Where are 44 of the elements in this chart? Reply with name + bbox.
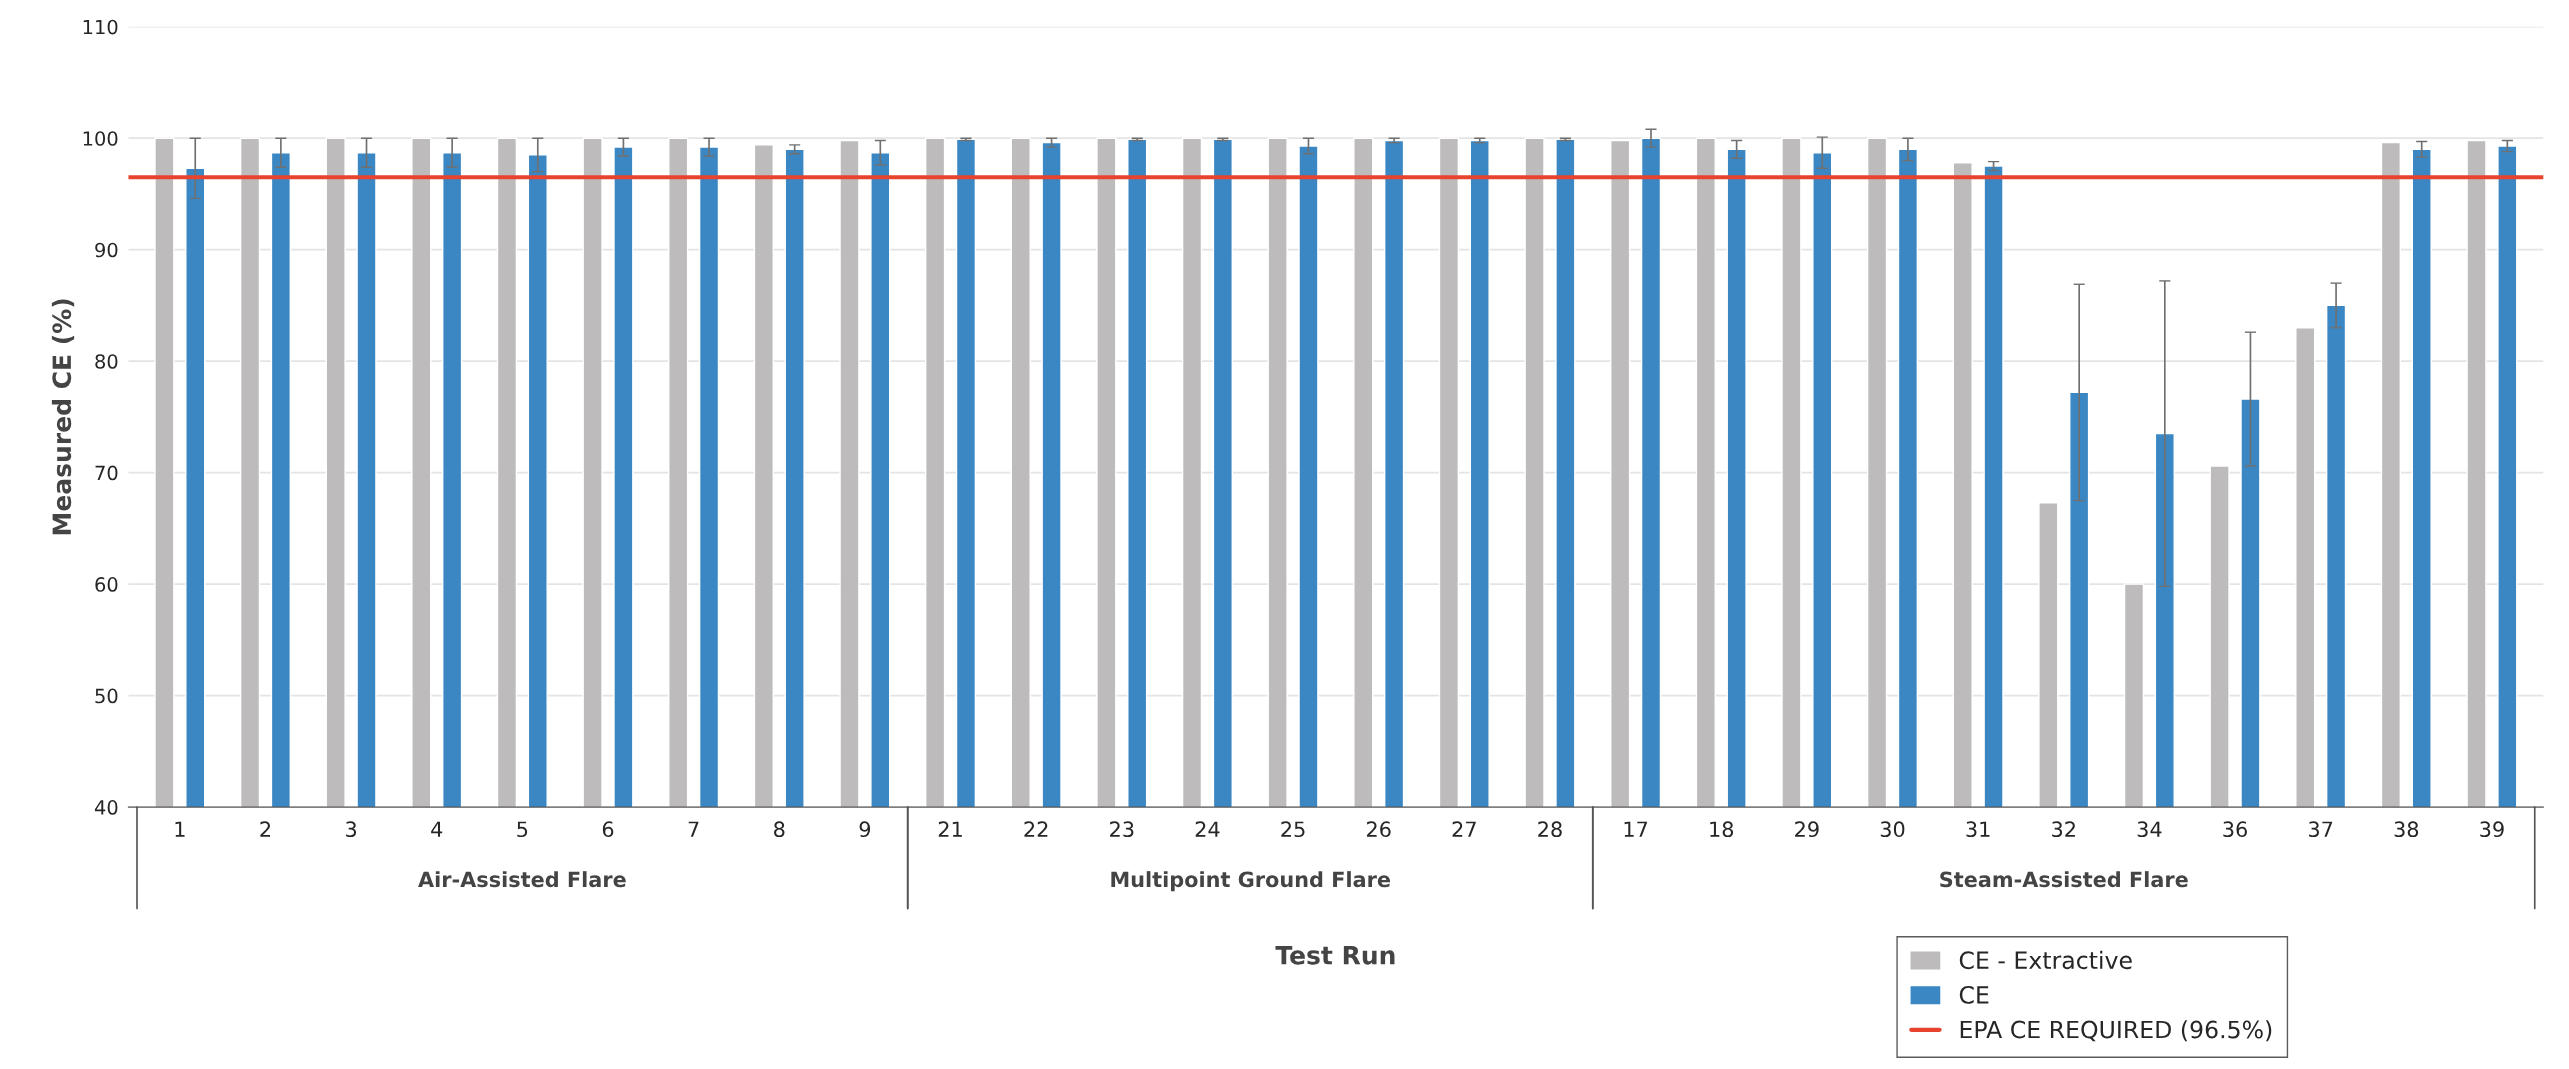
x-tick-label: 31 [1966, 821, 1990, 838]
text: Steam-Assisted Flare [1940, 871, 2188, 888]
y-tick-label: 60 [95, 577, 118, 592]
x-tick-label: 32 [2052, 821, 2075, 838]
x-tick-label: 28 [1538, 821, 1562, 838]
legend-label: EPA CE REQUIRED (96.5%) [1960, 1020, 2272, 1042]
x-tick-label: 7 [688, 821, 699, 837]
x-tick-label: 37 [2309, 821, 2333, 838]
x-tick-label: 34 [2137, 821, 2162, 838]
y-tick-label: 100 [83, 131, 118, 146]
x-tick-label: 17 [1624, 821, 1648, 837]
x-tick-label: 26 [1366, 821, 1391, 838]
y-tick-label: 80 [95, 354, 118, 369]
text: Multipoint Ground Flare [1111, 871, 1391, 892]
y-axis-title: Measured CE (%) [51, 299, 75, 535]
y-tick-label: 90 [95, 242, 118, 258]
x-tick-label: 8 [774, 821, 785, 838]
x-tick-label: 21 [938, 821, 962, 837]
x-tick-label: 29 [1795, 821, 1819, 838]
y-tick-label: 50 [95, 688, 118, 704]
x-tick-label: 22 [1024, 821, 1048, 837]
x-tick-label: 24 [1195, 821, 1220, 837]
y-tick-label: 40 [94, 800, 118, 815]
x-tick-label: 25 [1281, 821, 1305, 838]
x-tick-label: 5 [517, 821, 528, 838]
legend-label: CE [1959, 985, 1989, 1004]
y-tick-label: 70 [95, 465, 118, 481]
legend-label: CE - Extractive [1959, 950, 2132, 970]
x-tick-label: 3 [346, 821, 357, 838]
x-tick-label: 1 [175, 821, 185, 837]
x-tick-label: 27 [1452, 821, 1476, 837]
x-axis-title: Test Run [1275, 946, 1395, 965]
y-tick-label: 110 [83, 19, 118, 35]
x-tick-label: 30 [1880, 821, 1905, 838]
x-tick-label: 18 [1710, 821, 1734, 838]
x-tick-label: 38 [2394, 821, 2419, 838]
text: Air-Assisted Flare [418, 871, 626, 888]
x-tick-label: 6 [602, 821, 614, 838]
x-tick-label: 36 [2223, 821, 2247, 838]
x-tick-label: 4 [431, 821, 443, 837]
x-tick-label: 9 [859, 821, 871, 838]
x-tick-label: 23 [1110, 821, 1134, 838]
x-tick-label: 39 [2480, 821, 2504, 838]
x-tick-label: 2 [260, 821, 270, 837]
